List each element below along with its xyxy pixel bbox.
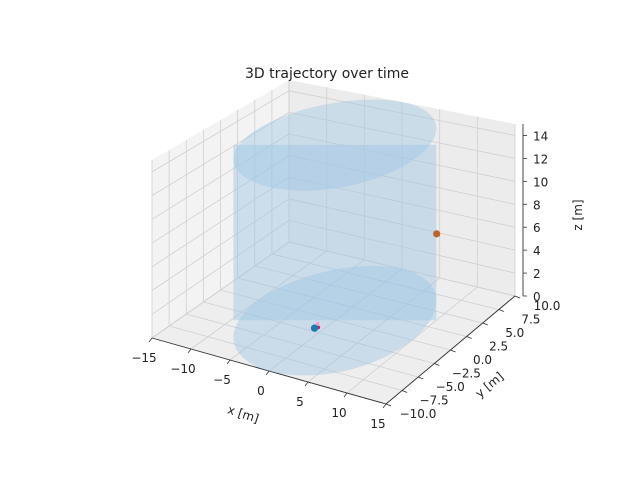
y-tick-label: −2.5 <box>452 367 481 381</box>
axis-edges <box>148 124 527 409</box>
cylinder-side <box>233 144 437 321</box>
z-grid-line <box>151 176 516 268</box>
z-tick-label: 6 <box>533 221 541 235</box>
y-tick-label: −7.5 <box>420 394 449 408</box>
z-tick-label: 12 <box>533 152 548 166</box>
z-tick-label: 14 <box>533 129 548 143</box>
y-tick-label: 7.5 <box>521 313 540 327</box>
z-grid-line <box>151 133 516 220</box>
x-axis-label: x [m] <box>226 403 261 426</box>
z-grid-line <box>151 219 516 315</box>
chart-title: 3D trajectory over time <box>245 66 409 82</box>
cylinder-top <box>233 99 437 191</box>
y-tick-mark <box>385 403 392 407</box>
scatter-point <box>433 230 441 238</box>
x-tick-mark <box>148 337 153 343</box>
y-tick-label: −10.0 <box>400 407 437 421</box>
cylinder-surface <box>233 99 437 376</box>
z-axis-label: z [m] <box>571 199 585 230</box>
x-tick-mark <box>382 403 387 409</box>
y-tick-mark <box>482 322 488 326</box>
tick-labels: −15 −10 −5 0 5 10 15 −10.0−7.5−5.0−2.50.02.55.0… <box>131 129 560 431</box>
z-tick-label: 0 <box>533 290 541 304</box>
x-tick-label: −15 <box>131 351 156 365</box>
y-tick-label: −5.0 <box>436 380 465 394</box>
z-tick-label: 8 <box>533 198 541 212</box>
y-tick-mark <box>434 363 440 366</box>
y-tick-label: 5.0 <box>505 326 524 340</box>
x-tick-label: −10 <box>170 362 195 376</box>
y-tick-mark <box>418 376 424 380</box>
x-tick-mark <box>226 359 231 365</box>
trail-point <box>315 321 320 326</box>
x-tick-mark <box>187 348 192 354</box>
data-points <box>310 230 441 332</box>
x-tick-mark <box>343 392 348 398</box>
y-tick-mark <box>450 349 456 353</box>
z-tick-label: 4 <box>533 244 541 258</box>
x-tick-label: 0 <box>257 384 265 398</box>
x-tick-label: 5 <box>296 395 304 409</box>
cylinder-bottom <box>233 265 437 376</box>
z-grid-line <box>151 155 516 244</box>
z-tick-label: 2 <box>533 267 541 281</box>
x-tick-label: −5 <box>213 373 231 387</box>
z-tick-label: 10 <box>533 175 548 189</box>
y-tick-label: 0.0 <box>473 353 492 367</box>
z-grid-line <box>151 111 516 196</box>
y-tick-mark <box>401 390 408 393</box>
x-tick-label: 15 <box>370 417 385 431</box>
x-tick-mark <box>265 370 270 376</box>
y-tick-mark <box>498 309 505 312</box>
x-tick-mark <box>304 381 309 387</box>
z-grid-line <box>151 90 516 173</box>
scatter-point <box>310 324 319 332</box>
z-grid-line <box>151 241 516 339</box>
y-tick-label: 10.0 <box>534 299 561 313</box>
y-tick-mark <box>514 295 521 299</box>
x-tick-label: 10 <box>331 406 346 420</box>
y-tick-label: 2.5 <box>489 340 508 354</box>
y-tick-mark <box>466 336 472 339</box>
